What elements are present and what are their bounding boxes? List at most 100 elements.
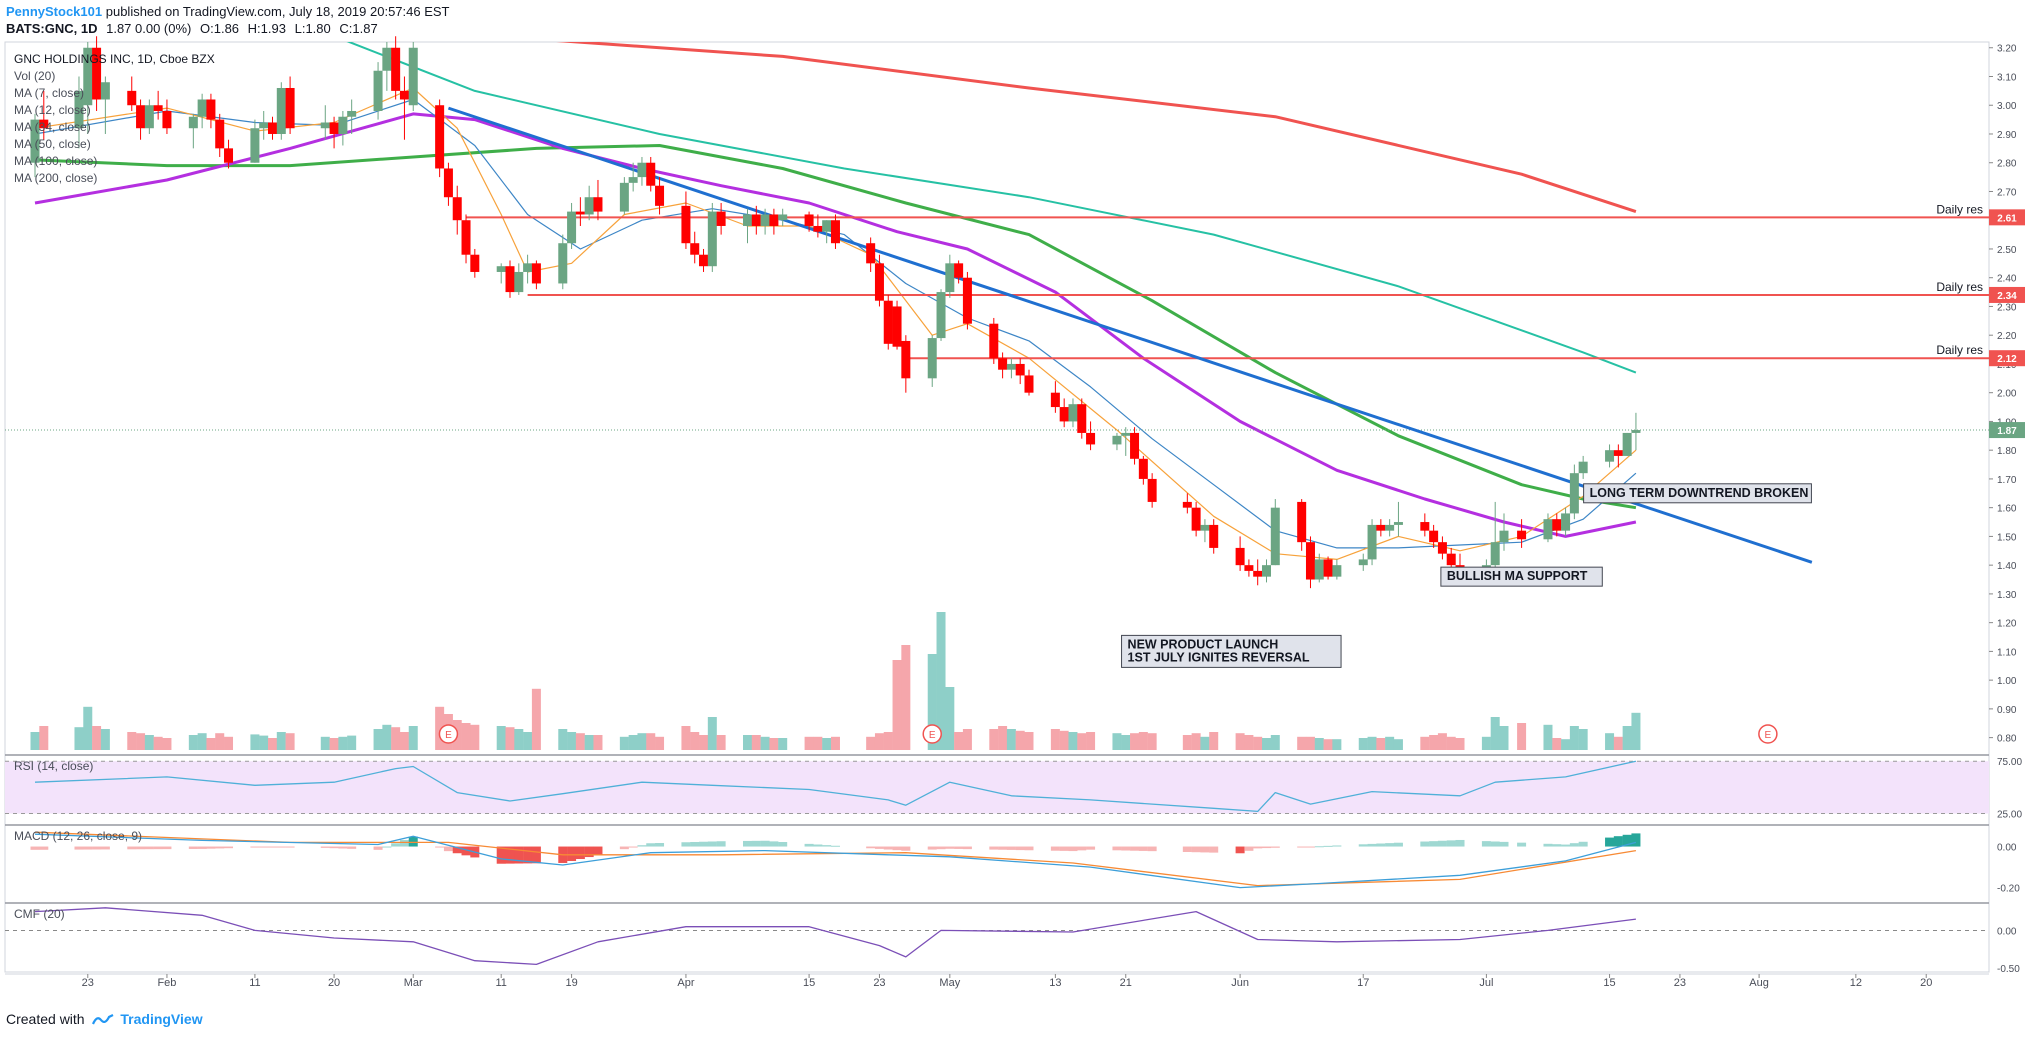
- candle: [936, 289, 946, 341]
- candle: [399, 76, 409, 140]
- macd-histogram-bar: [1244, 846, 1254, 851]
- x-tick-label: May: [939, 977, 960, 989]
- candle: [1261, 559, 1271, 583]
- volume-bar: [1393, 739, 1403, 750]
- candle-body: [822, 220, 832, 232]
- candle: [329, 116, 339, 149]
- ma50-line: [34, 144, 1637, 510]
- y-tick-label: 2.80: [1997, 159, 2017, 170]
- tradingview-link[interactable]: TradingView: [120, 1011, 203, 1027]
- candle: [1068, 398, 1078, 428]
- candle-body: [39, 119, 49, 129]
- macd-histogram-bar: [813, 844, 823, 847]
- candle-body: [1367, 524, 1377, 560]
- volume-bar: [144, 735, 154, 750]
- ma200-line: [556, 42, 1637, 214]
- author-link[interactable]: PennyStock101: [6, 4, 103, 19]
- volume-bar: [1385, 736, 1395, 750]
- macd-histogram-bar: [962, 846, 972, 850]
- y-tick-label: 3.20: [1997, 44, 2017, 55]
- earnings-marker: [1758, 724, 1778, 744]
- annotation-text: 1ST JULY IGNITES REVERSAL: [1128, 650, 1310, 664]
- cmf-tick-label: -0.50: [1997, 964, 2020, 975]
- volume-bar: [92, 726, 102, 750]
- candle-body: [866, 243, 876, 264]
- candle-body: [1385, 524, 1395, 531]
- macd-histogram-bar: [206, 846, 216, 849]
- x-tick-label: 11: [249, 977, 260, 989]
- candle: [1086, 421, 1096, 451]
- macd-histogram-bar: [1209, 846, 1219, 853]
- macd-histogram-bar: [268, 846, 278, 848]
- candle-body: [127, 90, 137, 106]
- candle-body: [655, 185, 665, 206]
- volume-bar: [945, 687, 955, 750]
- earnings-marker: [438, 724, 459, 744]
- candle: [1015, 358, 1025, 385]
- candle-body: [1517, 530, 1527, 540]
- candle: [514, 263, 524, 295]
- candle: [1499, 513, 1509, 551]
- volume-bar: [391, 727, 401, 750]
- candle-body: [1191, 507, 1201, 531]
- macd-histogram-bar: [945, 846, 955, 849]
- volume-bar: [1297, 736, 1307, 750]
- cmf-tick-label: 0.00: [1997, 926, 2017, 937]
- volume-bar: [1006, 729, 1016, 750]
- volume-bar: [1561, 739, 1571, 750]
- candle-body: [197, 99, 207, 117]
- price-chart[interactable]: 3.203.103.002.902.802.702.602.502.402.30…: [0, 0, 2041, 1000]
- legend-item: MA (100, close): [14, 154, 97, 168]
- candle-body: [1024, 375, 1034, 393]
- volume-bar: [558, 729, 568, 750]
- volume-bar: [505, 727, 515, 750]
- candle-body: [593, 197, 603, 212]
- candle: [1006, 358, 1016, 379]
- created-with-label: Created with: [6, 1011, 85, 1027]
- macd-histogram-bar: [74, 846, 84, 850]
- volume-bar: [769, 738, 779, 750]
- y-tick-label: 1.30: [1997, 590, 2017, 601]
- candle: [866, 237, 876, 272]
- price-tag: [1989, 286, 2025, 303]
- macd-histogram-bar: [505, 846, 515, 864]
- macd-histogram-bar: [1235, 846, 1245, 854]
- candle-body: [399, 90, 409, 100]
- candle: [1209, 519, 1219, 554]
- y-tick-label: 1.70: [1997, 475, 2017, 486]
- volume-bar: [1437, 733, 1447, 750]
- macd-histogram-bar: [259, 846, 269, 848]
- candle: [822, 220, 832, 244]
- macd-histogram-bar: [285, 846, 295, 848]
- macd-histogram-bar: [1314, 846, 1324, 848]
- candle-body: [338, 116, 348, 134]
- volume-bar: [1358, 738, 1368, 750]
- y-tick-label: 1.00: [1997, 676, 2017, 687]
- candle: [1130, 427, 1140, 465]
- candle-body: [1429, 530, 1439, 543]
- y-tick-label: 1.80: [1997, 446, 2017, 457]
- macd-histogram-bar: [162, 846, 172, 850]
- candle: [681, 191, 691, 249]
- volume-bar: [100, 729, 110, 750]
- candle-body: [100, 82, 110, 100]
- candle-body: [329, 122, 339, 134]
- rsi-line: [34, 760, 1637, 813]
- candle: [1235, 536, 1245, 571]
- candle: [1622, 432, 1632, 456]
- macd-histogram-bar: [1068, 846, 1078, 852]
- candle: [954, 260, 964, 284]
- candle-body: [1209, 524, 1219, 548]
- candle: [1182, 493, 1192, 514]
- macd-histogram-bar: [989, 846, 999, 850]
- y-tick-label: 2.00: [1997, 389, 2017, 400]
- candle-body: [1605, 450, 1615, 462]
- volume-bar: [866, 736, 876, 750]
- candle: [83, 42, 93, 134]
- volume-bar: [1332, 739, 1342, 750]
- candle-body: [452, 197, 462, 221]
- volume-bar: [1578, 729, 1588, 750]
- candle: [1147, 473, 1157, 508]
- macd-histogram-bar: [1552, 844, 1562, 847]
- quote-close: C:1.87: [339, 21, 378, 36]
